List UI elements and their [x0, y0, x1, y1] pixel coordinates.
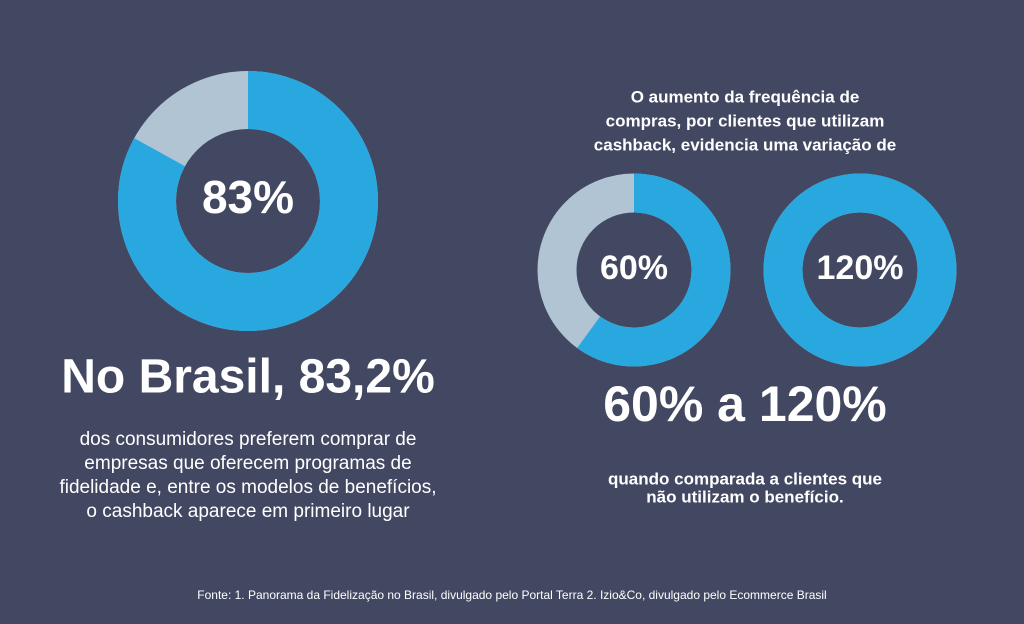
donut-arc: [763, 173, 957, 367]
text-line: O aumento da frequência de: [631, 87, 860, 106]
text-line: fidelidade e, entre os modelos de benefí…: [59, 477, 436, 498]
text-line: empresas que oferecem programas de: [84, 453, 411, 474]
text-line: não utilizam o benefício.: [646, 487, 843, 506]
text-line: cashback, evidencia uma variação de: [594, 135, 896, 154]
donut-label: 83%: [202, 171, 294, 223]
text-line: o cashback aparece em primeiro lugar: [86, 501, 410, 522]
donut-arc: [118, 71, 378, 331]
donut-label: 120%: [817, 249, 904, 287]
text-line: compras, por clientes que utilizam: [606, 111, 885, 130]
donut-label: 60%: [600, 249, 668, 287]
text-line: quando comparada a clientes que: [608, 469, 882, 488]
headline: No Brasil, 83,2%: [61, 351, 435, 404]
source: Fonte: 1. Panorama da Fidelização no Bra…: [197, 588, 826, 602]
donut-arc: [537, 173, 731, 367]
text-line: dos consumidores preferem comprar de: [80, 429, 417, 450]
range: 60% a 120%: [603, 376, 887, 432]
